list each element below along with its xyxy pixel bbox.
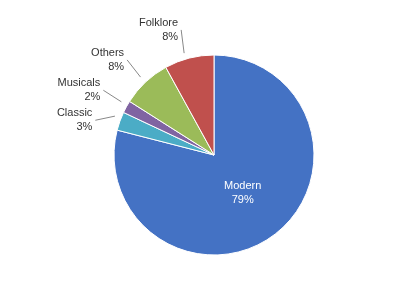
svg-text:Classic3%: Classic3% <box>57 106 93 132</box>
svg-text:Modern79%: Modern79% <box>224 179 261 205</box>
svg-text:Others8%: Others8% <box>91 46 125 72</box>
svg-text:Folklore8%: Folklore8% <box>139 16 178 42</box>
svg-text:Musicals2%: Musicals2% <box>58 76 101 102</box>
